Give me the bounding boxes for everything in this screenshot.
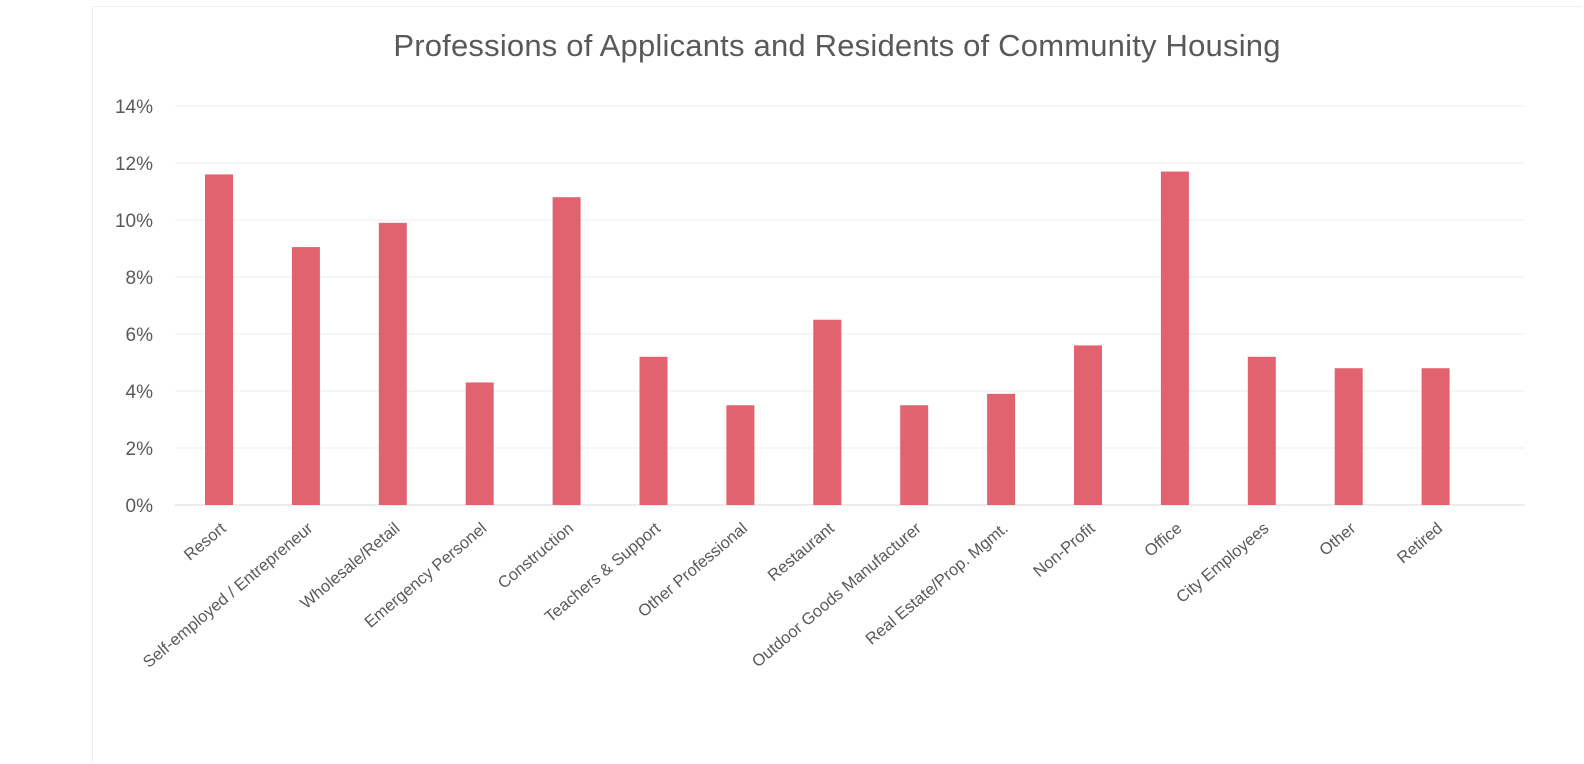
y-tick-label: 8% [126,268,154,289]
bar [1421,368,1450,505]
y-tick-label: 14% [115,97,153,118]
x-category-label: Office [1141,519,1185,560]
bar [813,319,842,505]
bar [1160,171,1189,506]
y-tick-label: 10% [115,211,153,232]
y-tick-label: 12% [115,154,153,175]
bar [205,174,233,505]
bar [1247,356,1276,505]
bar [1334,368,1363,505]
bar [291,247,320,505]
x-category-label: Retired [1394,519,1446,567]
bar [378,222,407,505]
bar [1074,345,1102,505]
x-category-label: Restaurant [764,519,838,585]
y-tick-label: 2% [126,439,154,460]
bar [987,393,1016,505]
x-category-label: Other [1316,519,1360,560]
x-category-label: City Employees [1173,519,1272,606]
y-tick-label: 6% [126,325,154,346]
x-category-label: Non-Profit [1030,519,1099,581]
chart-area-border [92,6,1582,762]
x-category-label: Resort [181,519,230,564]
bar [465,382,494,505]
bar [726,405,755,505]
y-tick-label: 0% [126,496,154,517]
chart-title: Professions of Applicants and Residents … [393,28,1281,63]
x-category-label: Construction [495,519,578,592]
y-tick-label: 4% [126,382,154,403]
x-category-label: Self-employed / Entrepreneur [140,519,317,672]
x-category-label: Real Estate/Prop. Mgmt. [862,519,1011,648]
bar [552,197,581,505]
bar [900,405,929,505]
bar [639,356,668,505]
x-category-label: Outdoor Goods Manufacturer [749,519,925,671]
